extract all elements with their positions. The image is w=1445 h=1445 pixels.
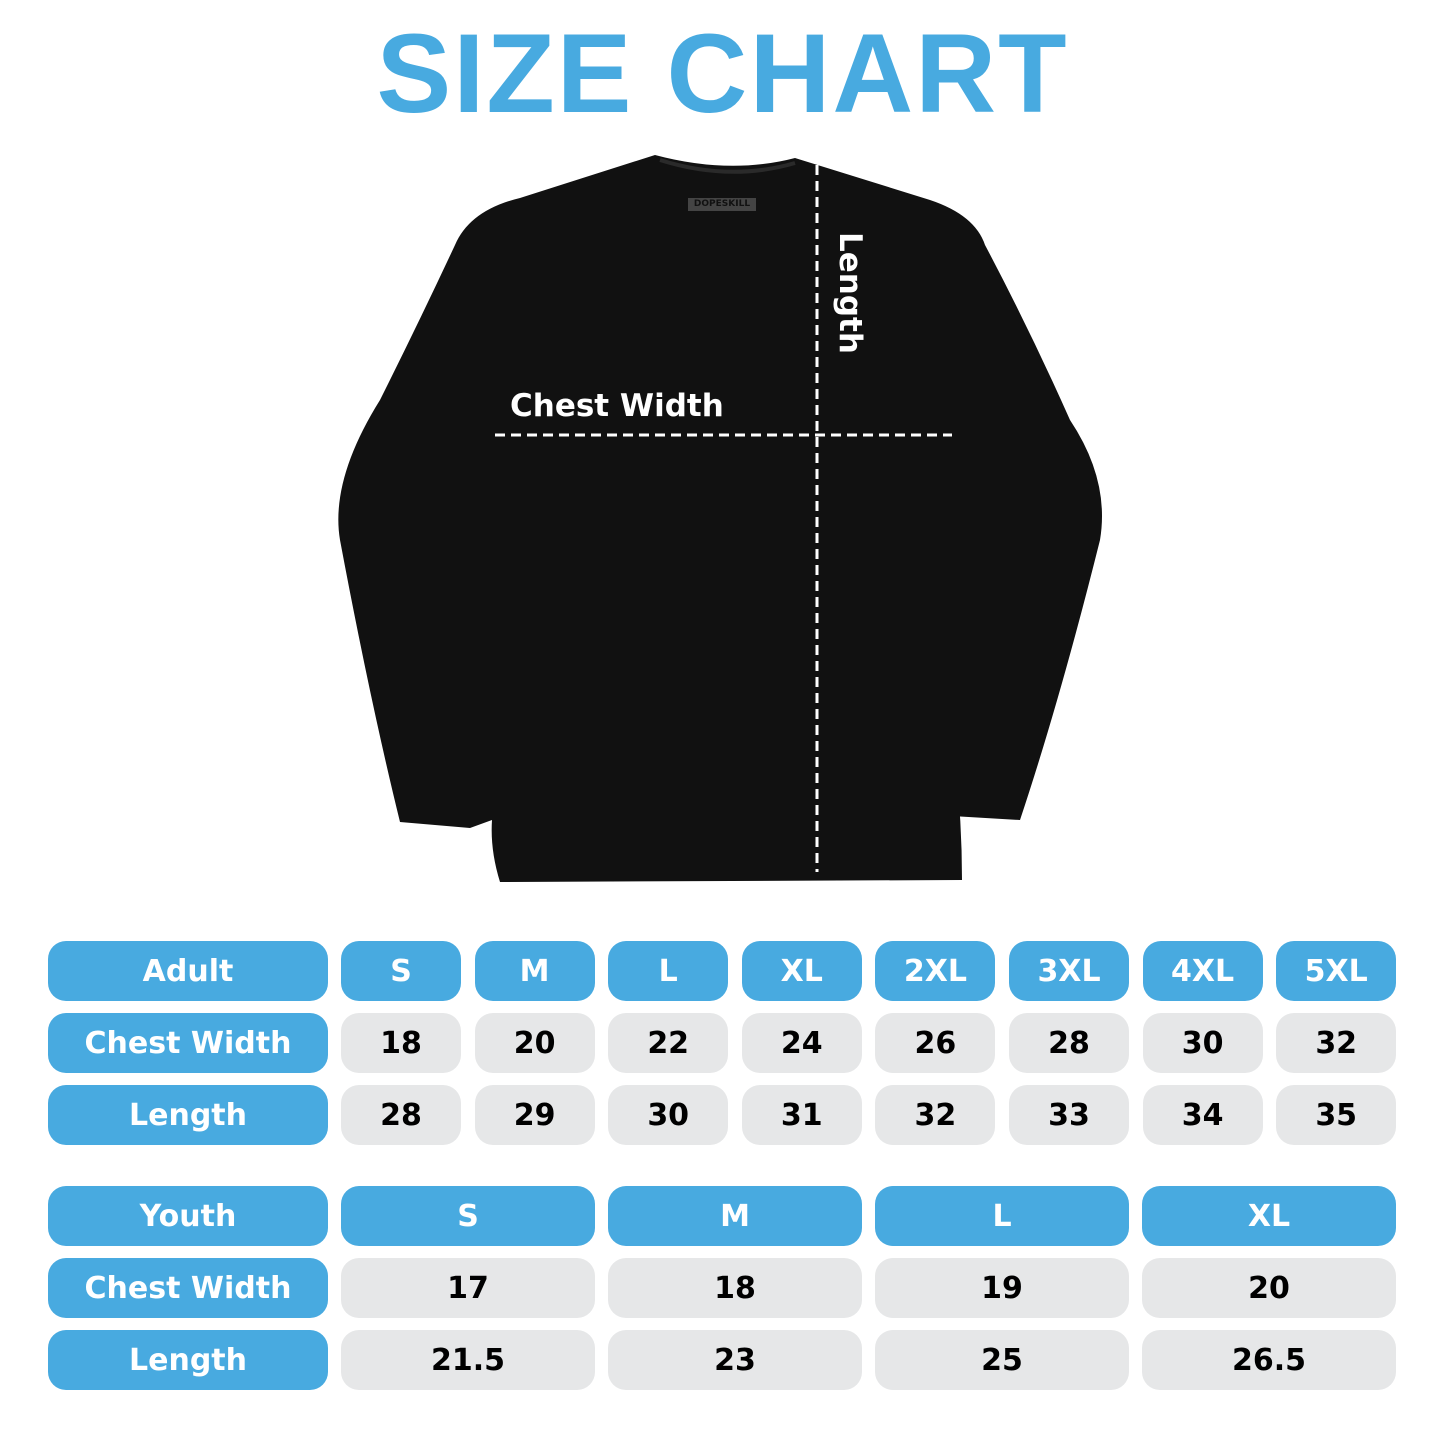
youth-value-cell: 25: [875, 1330, 1129, 1390]
youth-value-cell: 20: [1142, 1258, 1396, 1318]
adult-value-cell: 26: [875, 1013, 996, 1073]
adult-size-3xl: 3XL: [1009, 941, 1129, 1001]
long-sleeve-shirt-shape: [338, 155, 1102, 882]
youth-value-cell: 19: [875, 1258, 1129, 1318]
page-title: SIZE CHART: [376, 11, 1069, 136]
adult-value-cell: 30: [608, 1085, 729, 1145]
adult-value-cell: 20: [474, 1013, 595, 1073]
youth-value-cell: 17: [341, 1258, 595, 1318]
youth-size-s: S: [341, 1186, 595, 1246]
adult-size-4xl: 4XL: [1142, 941, 1263, 1001]
adult-size-xl: XL: [741, 941, 862, 1001]
adult-size-m: M: [474, 941, 595, 1001]
youth-value-cell: 21.5: [341, 1330, 595, 1390]
adult-value-cell: 33: [1009, 1085, 1129, 1145]
adult-row-label: Chest Width: [48, 1013, 328, 1073]
adult-value-cell: 32: [1276, 1013, 1397, 1073]
adult-size-l: L: [608, 941, 729, 1001]
youth-value-cell: 26.5: [1142, 1330, 1396, 1390]
youth-value-cell: 23: [608, 1330, 862, 1390]
youth-size-xl: XL: [1142, 1186, 1396, 1246]
adult-value-cell: 18: [341, 1013, 461, 1073]
adult-size-2xl: 2XL: [875, 941, 996, 1001]
adult-value-cell: 31: [741, 1085, 862, 1145]
youth-row-label: Chest Width: [48, 1258, 328, 1318]
adult-value-cell: 29: [474, 1085, 595, 1145]
adult-value-cell: 22: [608, 1013, 729, 1073]
length-label: Length: [832, 232, 868, 354]
adult-value-cell: 35: [1276, 1085, 1397, 1145]
shirt-illustration: [338, 155, 1102, 882]
adult-value-cell: 32: [875, 1085, 996, 1145]
adult-value-cell: 24: [741, 1013, 862, 1073]
brand-tag: DOPESKILL: [688, 198, 756, 211]
adult-value-cell: 28: [341, 1085, 461, 1145]
youth-value-cell: 18: [608, 1258, 862, 1318]
youth-size-m: M: [608, 1186, 862, 1246]
adult-size-5xl: 5XL: [1276, 941, 1397, 1001]
adult-value-cell: 28: [1009, 1013, 1129, 1073]
adult-header-label: Adult: [48, 941, 328, 1001]
adult-size-s: S: [341, 941, 461, 1001]
youth-row-label: Length: [48, 1330, 328, 1390]
youth-header-label: Youth: [48, 1186, 328, 1246]
chest-width-label: Chest Width: [510, 388, 724, 424]
adult-value-cell: 30: [1142, 1013, 1263, 1073]
adult-value-cell: 34: [1142, 1085, 1263, 1145]
youth-size-l: L: [875, 1186, 1129, 1246]
adult-row-label: Length: [48, 1085, 328, 1145]
